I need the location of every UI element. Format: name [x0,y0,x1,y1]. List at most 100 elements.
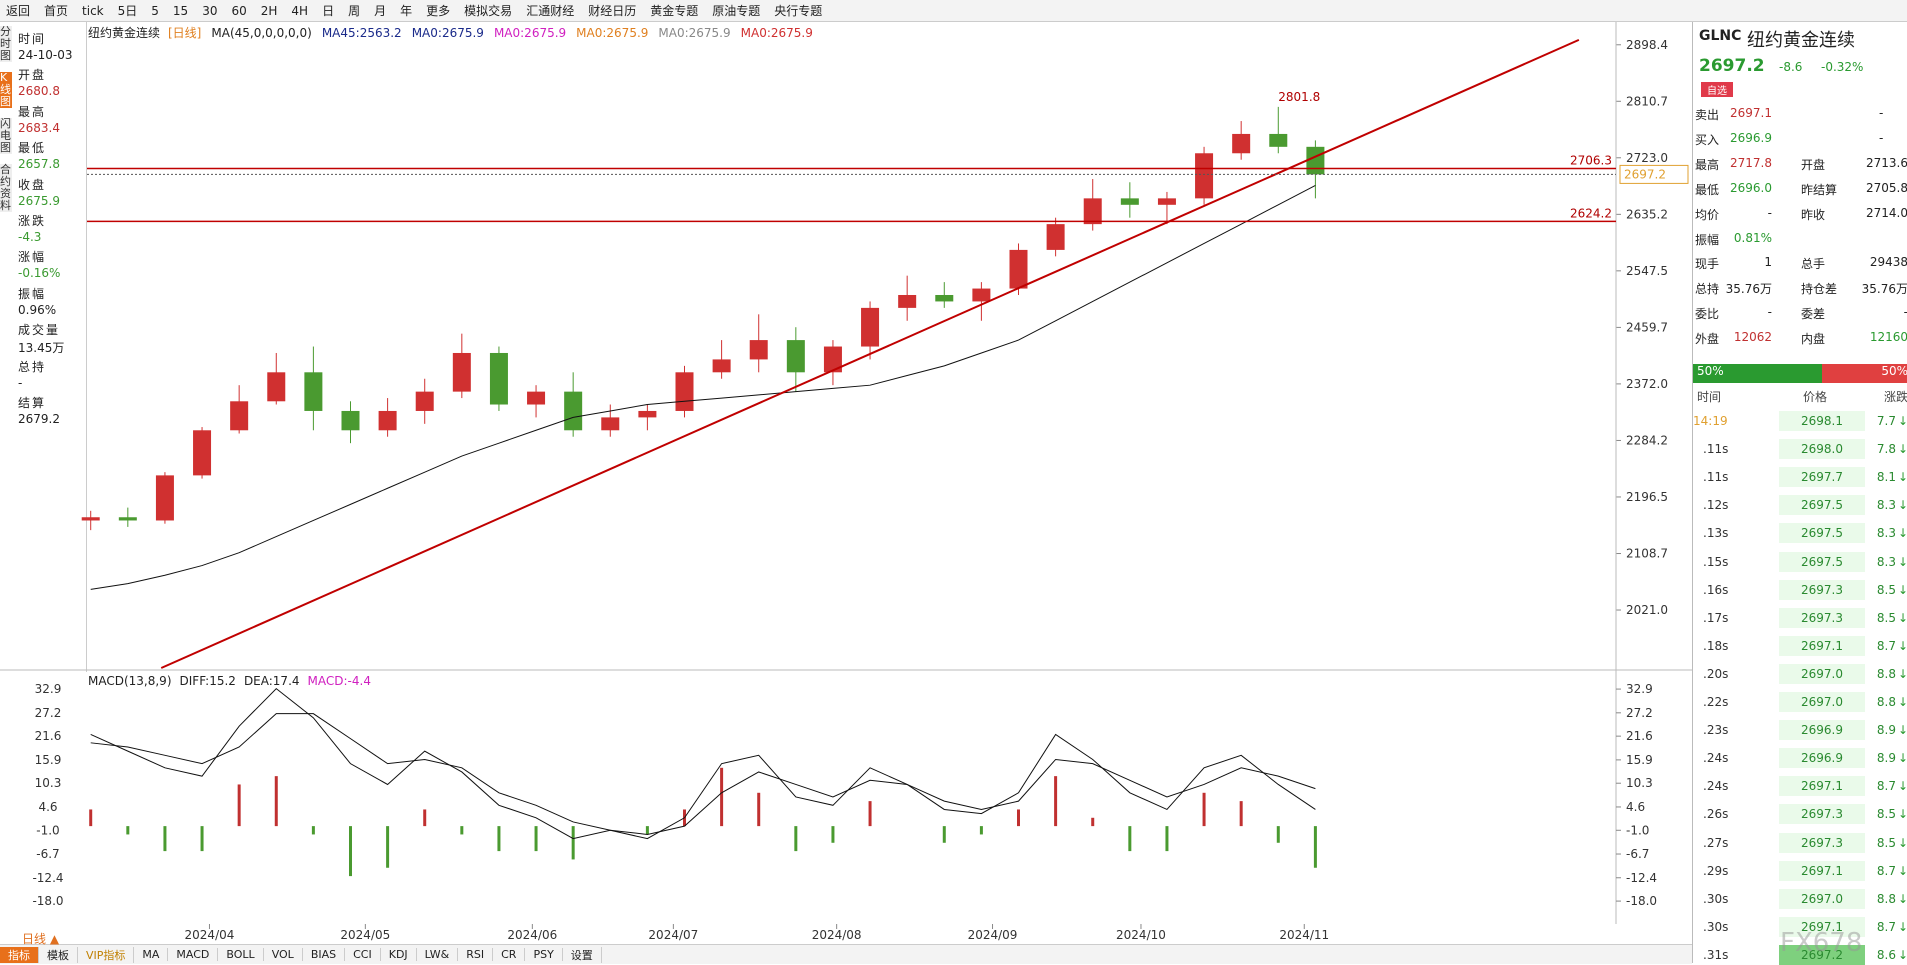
toolbar-button[interactable]: 模拟交易 [464,4,513,18]
down-arrow: ↓ [1897,610,1907,625]
field-value: 2679.2 [18,412,60,426]
indicator-tab[interactable]: 指标 [0,946,39,963]
toolbar-button[interactable]: 30 [202,3,218,18]
quote-label: 均价 [1695,207,1720,222]
toolbar-button[interactable]: 财经日历 [588,4,637,18]
toolbar-button[interactable]: 返回 [6,4,31,18]
toolbar-button[interactable]: 黄金专题 [650,4,699,18]
toolbar-button[interactable]: 日 [322,4,335,18]
legend-item: MA45:2563.2 [322,26,402,40]
sell-ratio: 50% [1822,364,1907,383]
candle-body [1009,249,1028,289]
candle-body [823,346,842,373]
indicator-tab[interactable]: BOLL [218,948,264,961]
tick-time: .20s [1703,666,1729,681]
indicator-tab[interactable]: CR [493,948,526,961]
toolbar: 返回 首页 tick 5日 5 15 30 60 2H 4H 日周月年更多 模拟交易 汇通财经 财经日历黄… [0,0,1907,22]
y-tick-label: -18.0 [32,894,63,908]
quote-value: - [1879,106,1884,120]
toolbar-button[interactable]: tick [82,3,104,18]
tick-price: 2697.5 [1779,495,1865,516]
tick-price: 2696.9 [1779,748,1865,769]
y-tick-label: 2196.5 [1626,490,1668,504]
indicator-tab[interactable]: BIAS [303,948,346,961]
indicator-tab[interactable]: KDJ [381,948,417,961]
down-arrow: ↓ [1897,807,1907,822]
field-value: 13.45万 [18,341,65,356]
indicator-tab[interactable]: MA [134,948,169,961]
field-label: 振幅 [18,286,47,301]
down-arrow: ↓ [1897,751,1907,766]
toolbar-button[interactable]: 周 [348,4,361,18]
watch-button[interactable]: 自选 [1701,82,1733,97]
toolbar-button[interactable]: 5日 [117,4,138,18]
y-tick-label: 2635.2 [1626,207,1668,221]
indicator-tab[interactable]: RSI [458,948,494,961]
toolbar-button[interactable]: 5 [151,3,159,18]
indicator-tab[interactable]: LW& [417,948,459,961]
down-arrow: ↓ [1897,526,1907,541]
tick-price: 2697.2 [1779,944,1865,965]
y-tick-label: 21.6 [1626,729,1653,743]
tick-price: 2696.9 [1779,720,1865,741]
line-label: 2624.2 [1570,206,1612,220]
candle-body [1269,133,1288,147]
tick-change: 8.5 [1876,582,1896,597]
toolbar-button[interactable]: 15 [172,3,189,18]
buy-ratio: 50% [1693,364,1822,383]
side-tab[interactable]: 分时图 [0,25,12,62]
field-label: 最低 [18,141,47,156]
tick-time: .24s [1703,779,1729,794]
quote-value: - [1879,130,1884,145]
tick-time: .27s [1703,835,1729,850]
toolbar-button[interactable]: 年 [400,4,413,18]
indicator-tab[interactable]: VOL [264,948,303,961]
legend-item: MA0:2675.9 [741,26,813,40]
toolbar-button[interactable]: 原油专题 [712,4,761,18]
indicator-tab[interactable]: 设置 [563,946,602,963]
indicator-tab[interactable]: 模板 [39,946,78,963]
toolbar-button[interactable]: 60 [231,3,247,18]
candle-body [1046,224,1065,250]
tick-change: 8.3 [1876,498,1896,513]
candle-body [861,307,880,347]
toolbar-button[interactable]: 汇通财经 [526,4,575,18]
down-arrow: ↓ [1897,470,1907,485]
field-label: 总持 [18,359,47,374]
indicator-tab[interactable]: CCI [345,948,381,961]
tick-time: .12s [1703,498,1729,513]
quote-label: 开盘 [1801,157,1826,172]
tick-time: .11s [1703,470,1729,485]
tick-time: .30s [1703,891,1729,906]
x-tick-label: 2024/06 [507,928,557,942]
toolbar-button[interactable]: 2H [260,3,278,18]
tick-price: 2697.1 [1779,635,1865,656]
toolbar-button[interactable]: 4H [291,3,309,18]
quote-label: 最低 [1695,182,1720,197]
candle-body [1306,146,1325,175]
toolbar-button[interactable]: 更多 [426,4,451,18]
y-tick-label: -18.0 [1626,894,1657,908]
side-tab[interactable]: 闪电图 [0,117,12,154]
quote-value: 35.76万 [1725,282,1772,297]
indicator-tab[interactable]: VIP指标 [78,946,135,963]
y-tick-label: -12.4 [1626,871,1657,885]
indicator-tab[interactable]: MACD [168,948,219,961]
quote-label: 振幅 [1695,232,1720,247]
x-tick-label: 2024/10 [1116,928,1166,942]
side-tab[interactable]: 合约资料 [0,163,12,212]
quote-label: 卖出 [1695,108,1720,122]
toolbar-button[interactable]: 央行专题 [774,4,823,18]
tick-change: 8.9 [1876,751,1896,766]
quote-label: 外盘 [1695,332,1720,347]
name: 纽约黄金连续 [1747,30,1855,51]
side-tab[interactable]: K线图 [0,71,12,108]
toolbar-button[interactable]: 首页 [44,4,69,18]
indicator-tab[interactable]: PSY [525,948,563,961]
down-arrow: ↓ [1897,554,1907,569]
quote-label: 买入 [1695,132,1720,147]
toolbar-button[interactable]: 月 [374,4,387,18]
tick-time: .23s [1703,723,1729,738]
down-arrow: ↓ [1897,638,1907,653]
candle-body [601,417,620,431]
